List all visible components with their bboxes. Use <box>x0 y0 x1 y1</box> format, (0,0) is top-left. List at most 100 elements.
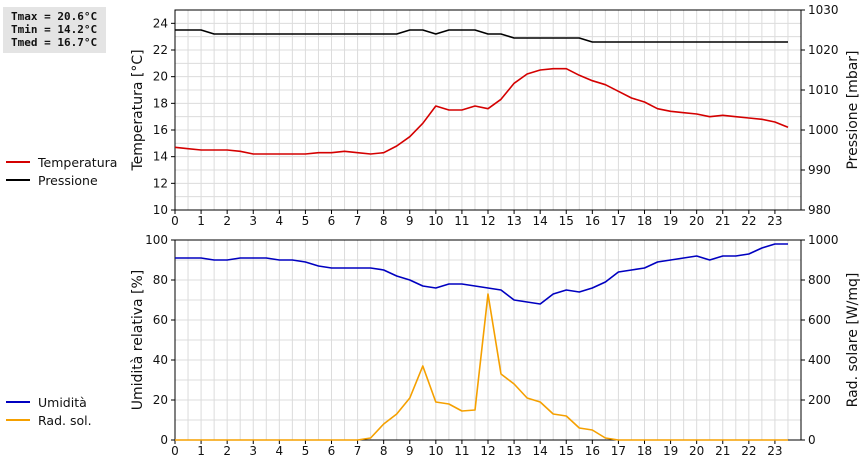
x-tick-label: 6 <box>328 444 336 458</box>
x-tick-label: 18 <box>637 214 652 228</box>
x-tick-label: 23 <box>767 214 782 228</box>
legend-top: Temperatura Pressione <box>6 153 117 189</box>
x-tick-label: 20 <box>689 214 704 228</box>
x-tick-label: 17 <box>611 444 626 458</box>
y-tick-label-right: 1000 <box>808 233 839 247</box>
legend-item-rad-sol: Rad. sol. <box>6 411 92 429</box>
y-tick-label-left: 60 <box>153 313 168 327</box>
y-tick-label-left: 0 <box>160 433 168 447</box>
x-tick-label: 20 <box>689 444 704 458</box>
x-tick-label: 0 <box>171 214 179 228</box>
legend-item-umidita: Umidità <box>6 393 92 411</box>
y-tick-label-left: 20 <box>153 70 168 84</box>
y-tick-label-left: 18 <box>153 96 168 110</box>
y-tick-label-left: 16 <box>153 123 168 137</box>
y-tick-label-right: 1000 <box>808 123 839 137</box>
legend-swatch-temperatura <box>6 161 30 163</box>
y-tick-label-right: 200 <box>808 393 831 407</box>
y-tick-label-left: 12 <box>153 176 168 190</box>
series-line-temperatura <box>174 67 789 155</box>
x-tick-label: 21 <box>715 214 730 228</box>
x-tick-label: 8 <box>380 214 388 228</box>
legend-item-pressione: Pressione <box>6 171 117 189</box>
legend-label-temperatura: Temperatura <box>38 154 118 170</box>
legend-bottom: Umidità Rad. sol. <box>6 393 92 429</box>
y-tick-label-left: 40 <box>153 353 168 367</box>
y-tick-label-right: 800 <box>808 273 831 287</box>
legend-label-rad-sol: Rad. sol. <box>38 412 92 428</box>
y-axis-title-left: Temperatura [°C] <box>130 49 146 171</box>
x-tick-label: 19 <box>663 444 678 458</box>
x-tick-label: 9 <box>406 444 414 458</box>
x-tick-label: 5 <box>302 214 310 228</box>
y-tick-label-right: 990 <box>808 163 831 177</box>
x-tick-label: 4 <box>276 444 284 458</box>
y-tick-label-right: 980 <box>808 203 831 217</box>
x-tick-label: 9 <box>406 214 414 228</box>
x-tick-label: 22 <box>741 214 756 228</box>
y-tick-label-right: 0 <box>808 433 816 447</box>
series-line-pressione <box>175 29 788 43</box>
x-tick-label: 11 <box>454 444 469 458</box>
y-tick-label-right: 400 <box>808 353 831 367</box>
y-tick-label-left: 80 <box>153 273 168 287</box>
x-tick-label: 13 <box>506 444 521 458</box>
x-tick-label: 13 <box>506 214 521 228</box>
series-line-umidit <box>175 243 788 305</box>
x-tick-label: 4 <box>276 214 284 228</box>
x-tick-label: 23 <box>767 444 782 458</box>
x-tick-label: 18 <box>637 444 652 458</box>
x-tick-label: 2 <box>223 214 231 228</box>
series-line-rad-sol <box>175 293 788 441</box>
legend-label-umidita: Umidità <box>38 394 87 410</box>
x-tick-label: 11 <box>454 214 469 228</box>
legend-swatch-rad-sol <box>6 419 30 421</box>
y-axis-title-left: Umidità relativa [%] <box>130 270 146 411</box>
y-tick-label-right: 1010 <box>808 83 839 97</box>
x-tick-label: 12 <box>480 214 495 228</box>
x-tick-label: 19 <box>663 214 678 228</box>
x-tick-label: 14 <box>533 214 548 228</box>
y-tick-label-left: 24 <box>153 16 168 30</box>
x-tick-label: 6 <box>328 214 336 228</box>
x-tick-label: 3 <box>249 214 257 228</box>
x-tick-label: 7 <box>354 214 362 228</box>
y-tick-label-right: 600 <box>808 313 831 327</box>
y-axis-title-right: Pressione [mbar] <box>845 50 860 169</box>
legend-swatch-umidita <box>6 401 30 403</box>
y-tick-label-left: 10 <box>153 203 168 217</box>
x-tick-label: 10 <box>428 444 443 458</box>
x-tick-label: 15 <box>559 444 574 458</box>
legend-item-temperatura: Temperatura <box>6 153 117 171</box>
x-tick-label: 5 <box>302 444 310 458</box>
x-tick-label: 7 <box>354 444 362 458</box>
x-tick-label: 12 <box>480 444 495 458</box>
x-tick-label: 22 <box>741 444 756 458</box>
x-tick-label: 17 <box>611 214 626 228</box>
x-tick-label: 10 <box>428 214 443 228</box>
x-tick-label: 2 <box>223 444 231 458</box>
x-tick-label: 16 <box>585 444 600 458</box>
tmax-text: Tmax = 20.6°C <box>11 10 98 23</box>
x-tick-label: 1 <box>197 214 205 228</box>
x-tick-label: 8 <box>380 444 388 458</box>
tmed-text: Tmed = 16.7°C <box>11 36 98 49</box>
y-tick-label-left: 22 <box>153 43 168 57</box>
stats-box: Tmax = 20.6°C Tmin = 14.2°C Tmed = 16.7°… <box>3 7 106 53</box>
y-tick-label-left: 100 <box>145 233 168 247</box>
x-tick-label: 1 <box>197 444 205 458</box>
y-tick-label-right: 1030 <box>808 3 839 17</box>
x-tick-label: 14 <box>533 444 548 458</box>
x-tick-label: 16 <box>585 214 600 228</box>
legend-swatch-pressione <box>6 179 30 181</box>
y-tick-label-right: 1020 <box>808 43 839 57</box>
y-tick-label-left: 14 <box>153 150 168 164</box>
x-tick-label: 3 <box>249 444 257 458</box>
y-tick-label-left: 20 <box>153 393 168 407</box>
x-tick-label: 15 <box>559 214 574 228</box>
y-axis-title-right: Rad. solare [W/mq] <box>845 273 860 408</box>
tmin-text: Tmin = 14.2°C <box>11 23 98 36</box>
x-tick-label: 21 <box>715 444 730 458</box>
x-tick-label: 0 <box>171 444 179 458</box>
